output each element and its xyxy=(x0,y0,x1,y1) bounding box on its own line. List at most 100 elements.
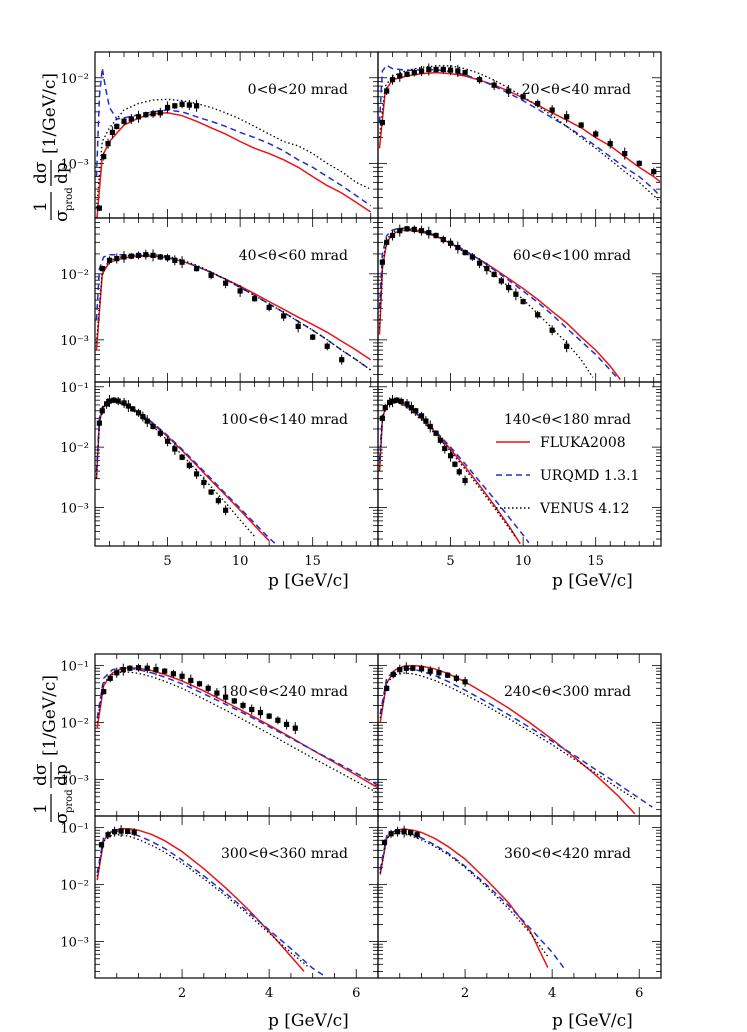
data-point xyxy=(440,236,446,243)
data-point xyxy=(433,232,439,239)
data-point xyxy=(423,418,429,424)
data-point xyxy=(196,681,203,687)
panel-1-2: 10⁻¹ 10⁻² 10⁻³ 2 4 6 300<θ<360 mrad xyxy=(60,815,379,1001)
data-point xyxy=(433,430,439,436)
series-line xyxy=(379,672,636,800)
panel-frame xyxy=(94,51,379,219)
data-point xyxy=(106,257,113,263)
data-point xyxy=(179,101,185,107)
y-tick-label: 10⁻³ xyxy=(60,774,89,789)
data-point xyxy=(130,406,136,412)
panel-0-5: 5 10 15 140<θ<180 mrad xyxy=(377,381,662,569)
data-point xyxy=(389,77,396,83)
y-title-sigma: σ xyxy=(51,812,72,824)
x-tick-label: 5 xyxy=(446,554,454,569)
data-point xyxy=(447,453,454,459)
y-tick-label: 10⁻¹ xyxy=(60,381,89,396)
data-point xyxy=(127,665,133,671)
data-point xyxy=(111,829,118,835)
x-axis-title-top-left: p [GeV/c] xyxy=(268,571,349,591)
data-point xyxy=(125,828,131,834)
data-point xyxy=(143,252,149,258)
y-tick-label: 10⁻¹ xyxy=(60,660,89,675)
data-point xyxy=(188,677,194,684)
data-point xyxy=(442,445,448,452)
y-tick-label: 10⁻² xyxy=(60,268,89,283)
panel-frame xyxy=(377,381,662,547)
x-tick-label: 10 xyxy=(232,554,249,569)
y-title-dp: dp xyxy=(52,162,72,184)
data-point xyxy=(387,399,393,406)
legend-label-venus: VENUS 4.12 xyxy=(539,501,630,517)
data-point xyxy=(193,471,200,477)
data-point xyxy=(118,828,124,834)
data-point xyxy=(389,398,396,404)
data-point xyxy=(295,323,301,329)
data-point xyxy=(418,228,425,234)
data-point xyxy=(411,226,417,233)
data-point xyxy=(455,68,461,74)
data-point xyxy=(469,254,475,260)
data-point xyxy=(397,228,403,234)
data-point xyxy=(394,397,400,403)
data-point xyxy=(275,717,281,723)
y-tick-label: 10⁻² xyxy=(60,72,89,87)
data-point xyxy=(283,721,290,728)
panel-label: 240<θ<300 mrad xyxy=(504,684,631,700)
data-point xyxy=(157,254,163,260)
data-point xyxy=(121,118,127,124)
data-point xyxy=(114,670,120,676)
data-point xyxy=(186,102,192,108)
panel-0-1: 20<θ<40 mrad xyxy=(377,51,662,219)
data-point xyxy=(128,253,134,259)
data-point xyxy=(447,67,454,73)
data-point xyxy=(150,423,156,430)
data-point xyxy=(231,698,237,704)
data-point xyxy=(170,671,176,677)
panel-frame xyxy=(94,381,379,547)
panel-label: 180<θ<240 mrad xyxy=(221,684,348,700)
data-point xyxy=(404,401,410,407)
panel-frame xyxy=(94,653,379,817)
panel-frame xyxy=(377,217,662,383)
data-point xyxy=(382,405,388,411)
data-point xyxy=(172,103,178,109)
series-line xyxy=(378,400,521,545)
data-point xyxy=(413,408,419,414)
data-point xyxy=(506,284,512,291)
x-axis-title-top-right: p [GeV/c] xyxy=(552,571,633,591)
data-point xyxy=(520,94,526,100)
panel-label: 40<θ<60 mrad xyxy=(239,248,348,264)
y-tick-label: 10⁻² xyxy=(60,879,89,894)
data-point xyxy=(455,244,461,251)
data-point xyxy=(437,437,444,443)
x-axis-title-bottom-left: p [GeV/c] xyxy=(268,1011,349,1031)
data-point xyxy=(105,141,111,147)
legend-label-urqmd: URQMD 1.3.1 xyxy=(540,468,639,484)
data-point xyxy=(379,259,385,265)
data-point xyxy=(445,672,451,678)
data-point xyxy=(462,679,468,685)
y-tick-label: 10⁻² xyxy=(60,717,89,732)
data-point xyxy=(593,131,599,137)
y-title-units: [1/GeV/c] xyxy=(40,675,60,756)
data-point xyxy=(564,114,570,120)
series-line xyxy=(95,67,372,207)
data-point xyxy=(144,665,150,671)
data-point xyxy=(440,66,446,73)
data-point xyxy=(564,343,570,349)
panel-frame xyxy=(94,815,379,979)
legend-label-fluka: FLUKA2008 xyxy=(540,435,626,451)
data-point xyxy=(150,252,156,259)
data-point xyxy=(622,151,628,157)
x-tick-label: 10 xyxy=(515,554,532,569)
data-point xyxy=(476,77,483,83)
data-point xyxy=(193,103,200,109)
data-point xyxy=(388,831,394,837)
data-point xyxy=(240,702,246,709)
data-point xyxy=(106,398,113,404)
data-point xyxy=(150,111,156,117)
y-title-prod: prod xyxy=(64,187,75,211)
data-point xyxy=(205,685,211,691)
x-tick-label: 4 xyxy=(548,986,556,1001)
